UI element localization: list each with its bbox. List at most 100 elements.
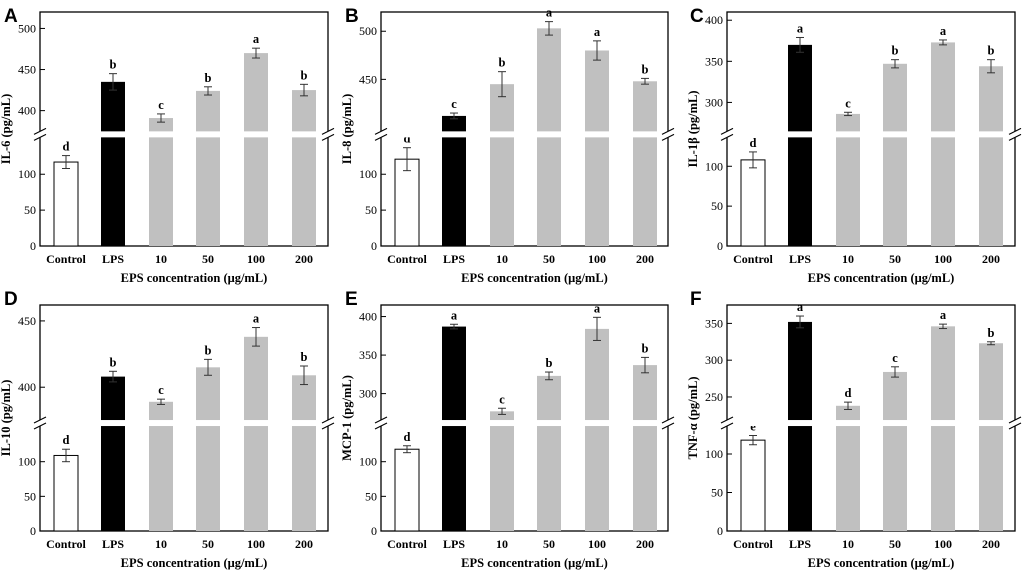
significance-letter: c [158, 383, 164, 397]
significance-letter: a [797, 300, 804, 314]
significance-letter: a [546, 6, 553, 20]
category-label: 200 [982, 252, 1000, 266]
panel-F: Fe Control a LPS d 10 c 50 a 100 b 200 0 50 100 250 300 3… [686, 289, 1022, 570]
y-tick-label: 50 [711, 485, 723, 499]
axis-break-mark [1008, 422, 1022, 430]
category-label: 10 [155, 252, 167, 266]
y-tick-label: 450 [18, 63, 36, 77]
axis-break-mark [661, 422, 675, 430]
axis-break-band [37, 420, 331, 427]
category-label: LPS [102, 537, 124, 551]
category-label: 100 [588, 252, 606, 266]
significance-letter: b [892, 44, 899, 58]
category-label: Control [46, 252, 86, 266]
category-label: 10 [842, 252, 854, 266]
category-label: 10 [842, 537, 854, 551]
category-label: 100 [247, 537, 265, 551]
bar-100 [585, 328, 609, 531]
bar-50 [537, 375, 561, 531]
y-tick-label: 100 [18, 167, 36, 181]
bar-200 [292, 90, 316, 247]
category-label: 10 [496, 252, 508, 266]
significance-letter: a [451, 308, 458, 322]
panel-letter: A [4, 6, 18, 27]
bar-control [740, 439, 766, 532]
y-tick-label: 300 [359, 387, 377, 401]
x-axis-label: EPS concentration (μg/mL) [461, 556, 608, 570]
bar-control [740, 159, 766, 247]
y-tick-label: 0 [717, 239, 723, 253]
axis-break-mark [321, 127, 335, 135]
panel-D: Dd Control b LPS c 10 b 50 a 100 b 200 0 50 100 400 450 I… [0, 289, 335, 570]
significance-letter: b [301, 68, 308, 82]
y-tick-label: 50 [365, 489, 377, 503]
axis-break-band [378, 420, 671, 427]
y-tick-label: 100 [359, 455, 377, 469]
y-axis-label: MCP-1 (pg/mL) [340, 375, 354, 461]
category-label: 10 [496, 537, 508, 551]
y-tick-label: 50 [24, 489, 36, 503]
category-label: 10 [155, 537, 167, 551]
axis-break-mark [374, 416, 388, 424]
x-axis-label: EPS concentration (μg/mL) [808, 556, 955, 570]
significance-letter: b [988, 44, 995, 58]
axis-break-band [724, 420, 1018, 427]
significance-letter: a [594, 25, 601, 39]
category-label: 100 [934, 252, 952, 266]
bar-lps [442, 326, 466, 531]
significance-letter: a [253, 312, 260, 326]
category-label: Control [387, 537, 427, 551]
bar-50 [196, 90, 220, 246]
panel-letter: E [345, 289, 358, 310]
axis-break-mark [33, 133, 47, 141]
bar-lps [442, 115, 466, 247]
significance-letter: c [845, 96, 851, 110]
bar-100 [244, 336, 268, 531]
bar-50 [196, 367, 220, 531]
y-tick-label: 300 [705, 353, 723, 367]
plot-frame [380, 304, 669, 532]
y-tick-label: 400 [359, 310, 377, 324]
axis-break-mark [321, 416, 335, 424]
category-label: 100 [934, 537, 952, 551]
plot-frame [726, 11, 1016, 247]
category-label: 50 [889, 537, 901, 551]
y-tick-label: 50 [365, 203, 377, 217]
y-tick-label: 100 [705, 159, 723, 173]
bar-200 [292, 375, 316, 531]
y-tick-label: 50 [24, 203, 36, 217]
significance-letter: c [158, 98, 164, 112]
category-label: 200 [295, 252, 313, 266]
plot-frame [39, 11, 329, 247]
category-label: Control [733, 252, 773, 266]
bar-100 [931, 42, 955, 247]
y-tick-label: 0 [30, 524, 36, 538]
y-tick-label: 0 [371, 239, 377, 253]
y-tick-label: 400 [705, 13, 723, 27]
y-tick-label: 300 [705, 95, 723, 109]
significance-letter: b [110, 58, 117, 72]
y-tick-label: 350 [359, 348, 377, 362]
bar-200 [633, 81, 657, 246]
significance-letter: b [642, 341, 649, 355]
axis-break-mark [374, 127, 388, 135]
bar-100 [244, 53, 268, 246]
bar-lps [101, 81, 125, 246]
category-label: LPS [443, 537, 465, 551]
category-label: Control [387, 252, 427, 266]
significance-letter: d [845, 386, 852, 400]
bar-control [53, 454, 79, 532]
bar-10 [490, 84, 514, 246]
category-label: 50 [543, 537, 555, 551]
significance-letter: a [797, 21, 804, 35]
category-label: 100 [588, 537, 606, 551]
y-axis-label: IL-6 (pg/mL) [0, 94, 13, 165]
y-tick-label: 100 [705, 447, 723, 461]
axis-break-mark [661, 416, 675, 424]
significance-letter: c [499, 392, 505, 406]
y-axis-label: TNF-α (pg/mL) [686, 376, 700, 459]
significance-letter: d [63, 140, 70, 154]
x-axis-label: EPS concentration (μg/mL) [461, 271, 608, 285]
bar-10 [149, 118, 173, 246]
axis-break-mark [374, 422, 388, 430]
